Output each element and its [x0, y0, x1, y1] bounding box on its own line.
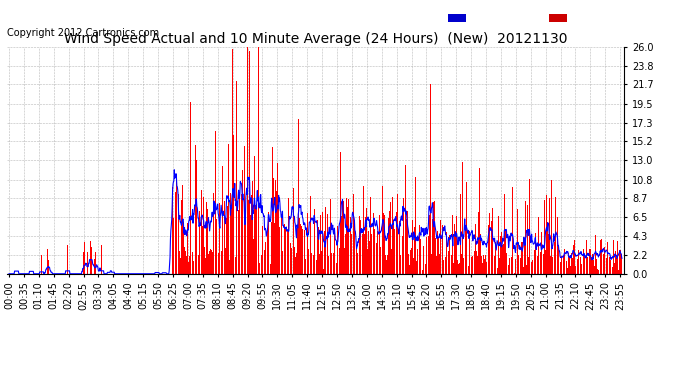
Legend: 10 Min Avg (mph), Wind (mph): 10 Min Avg (mph), Wind (mph)	[446, 12, 624, 24]
Text: Copyright 2012 Cartronics.com: Copyright 2012 Cartronics.com	[7, 28, 159, 38]
Title: Wind Speed Actual and 10 Minute Average (24 Hours)  (New)  20121130: Wind Speed Actual and 10 Minute Average …	[64, 32, 567, 46]
